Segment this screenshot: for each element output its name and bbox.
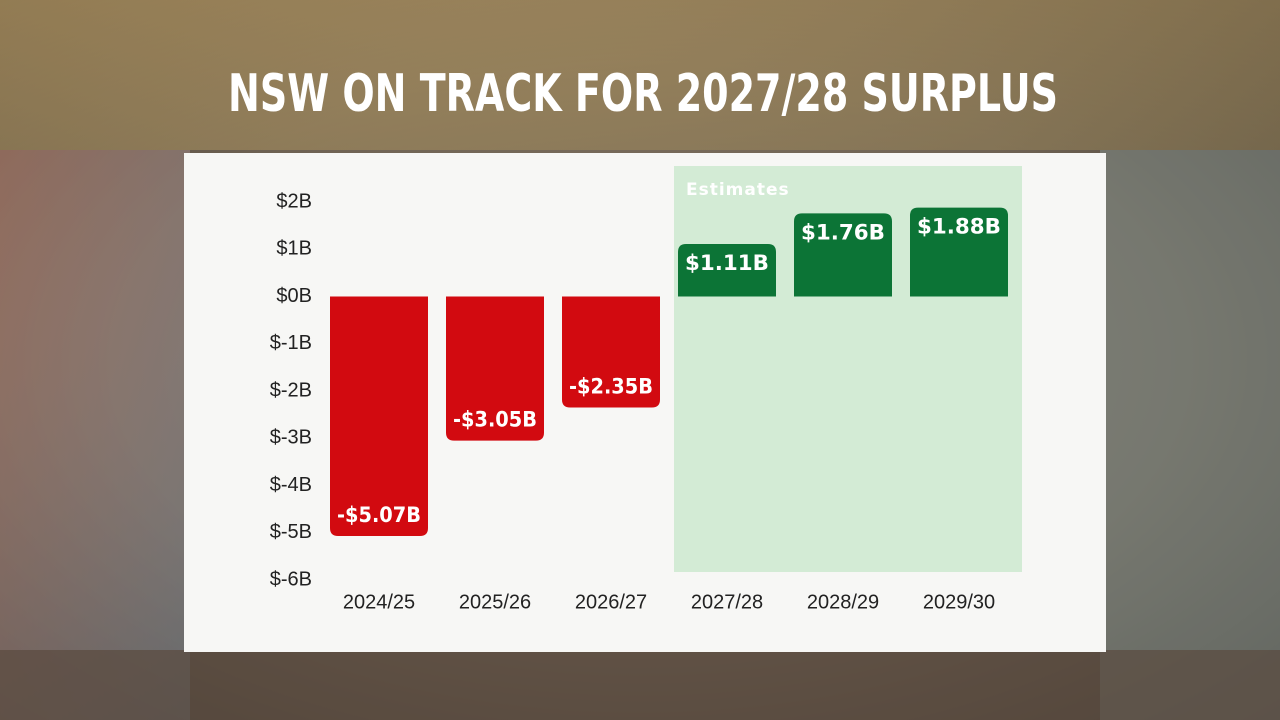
background-note — [0, 150, 190, 720]
y-tick-label: $-4B — [270, 474, 312, 496]
value-label: -$3.05B — [453, 408, 537, 432]
bar — [794, 213, 892, 297]
y-tick-label: $-3B — [270, 427, 312, 449]
y-tick-label: $1B — [276, 238, 312, 260]
value-label: -$2.35B — [569, 375, 653, 399]
y-tick-label: $-6B — [270, 568, 312, 590]
bar — [330, 296, 428, 537]
x-tick-label: 2025/26 — [459, 591, 531, 613]
x-tick-label: 2024/25 — [343, 591, 415, 613]
background-note — [0, 650, 1280, 720]
x-tick-label: 2029/30 — [923, 591, 995, 613]
value-label: -$5.07B — [337, 503, 421, 527]
bar — [910, 207, 1008, 297]
background-note — [1100, 150, 1280, 720]
y-tick-label: $-2B — [270, 379, 312, 401]
y-tick-label: $-5B — [270, 521, 312, 543]
y-tick-label: $0B — [276, 285, 312, 307]
x-tick-label: 2027/28 — [691, 591, 763, 613]
x-tick-label: 2026/27 — [575, 591, 647, 613]
y-tick-label: $-1B — [270, 332, 312, 354]
background-note — [0, 0, 1280, 150]
bar — [678, 244, 776, 297]
value-label: $1.88B — [917, 215, 1001, 239]
annotation-label: Estimates — [686, 180, 790, 200]
plot-area: Estimates $2B $1B $0B $-1B $-2B $-3B $-4B $-5B $-… — [270, 166, 1022, 613]
chart-title: NSW ON TRACK FOR 2027/28 SURPLUS — [228, 64, 1058, 124]
bar — [562, 296, 660, 408]
bar — [446, 296, 544, 441]
x-tick-label: 2028/29 — [807, 591, 879, 613]
y-tick-label: $2B — [276, 190, 312, 212]
value-label: $1.11B — [685, 251, 769, 275]
value-label: $1.76B — [801, 220, 885, 244]
